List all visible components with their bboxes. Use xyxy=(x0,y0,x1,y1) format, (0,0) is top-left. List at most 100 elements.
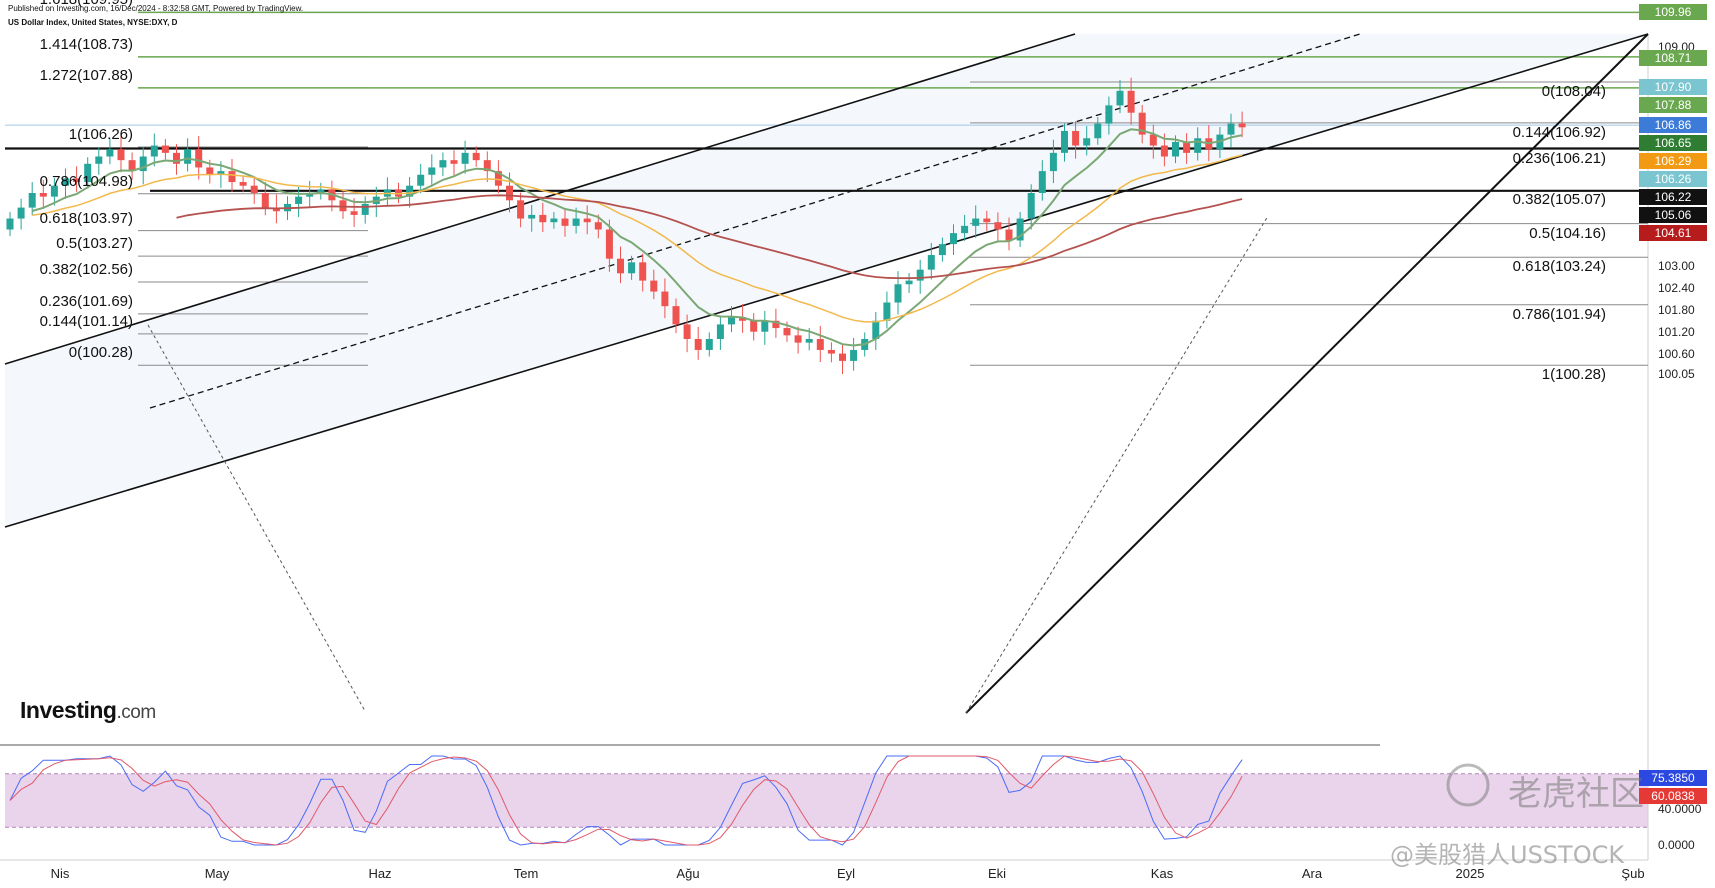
candle-body xyxy=(261,193,269,208)
candle-body xyxy=(927,255,935,270)
candle-body xyxy=(594,222,602,230)
candle-body xyxy=(450,160,458,164)
candle-body xyxy=(1038,171,1046,193)
candle-body xyxy=(883,302,891,321)
ema-slow xyxy=(176,194,1243,280)
ema-mid xyxy=(32,154,1243,323)
x-tick-label: Haz xyxy=(368,866,392,881)
price-label: 108.71 xyxy=(1639,49,1707,66)
candle-body xyxy=(461,152,469,164)
candle-body xyxy=(705,339,713,350)
candle-body xyxy=(228,171,236,183)
candle-body xyxy=(772,320,780,329)
candle-body xyxy=(1160,145,1168,157)
candle-body xyxy=(561,218,569,226)
channel-mid xyxy=(149,33,1361,409)
candle-body xyxy=(1149,134,1157,146)
candle-body xyxy=(983,218,991,223)
candle-body xyxy=(805,339,813,343)
candle-body xyxy=(250,185,258,193)
candle-body xyxy=(1094,123,1102,139)
y-tick-label: 103.00 xyxy=(1658,259,1695,273)
price-label: 106.22 xyxy=(1639,189,1707,206)
fib-right-label: 0.236(106.21) xyxy=(1512,149,1606,167)
y-tick-label: 100.05 xyxy=(1658,366,1695,381)
candle-body xyxy=(739,317,747,321)
candle-body xyxy=(583,218,591,223)
candle-body xyxy=(1005,229,1013,241)
candle-body xyxy=(628,262,636,274)
candle-body xyxy=(650,280,658,292)
y-tick-label: 101.20 xyxy=(1658,324,1695,339)
price-label: 106.86 xyxy=(1639,117,1707,134)
osc-value-label: 60.0838 xyxy=(1639,787,1707,804)
candle-body xyxy=(1183,141,1191,153)
osc-tick-label: 0.0000 xyxy=(1658,838,1695,852)
fib-right-label: 1(100.28) xyxy=(1541,366,1606,384)
fib-right-label: 0(108.04) xyxy=(1541,83,1606,101)
candle-body xyxy=(150,145,158,157)
candle-body xyxy=(1116,90,1124,106)
fib-left-label: 0.236(101.69) xyxy=(39,292,133,310)
x-tick-label: Eyl xyxy=(836,866,856,881)
candle-body xyxy=(62,178,69,186)
candle-body xyxy=(1016,218,1024,241)
candle-body xyxy=(39,193,47,197)
stoch-d-line xyxy=(9,755,1243,846)
candle-body xyxy=(1027,193,1035,219)
candle-body xyxy=(1049,152,1057,172)
candle-body xyxy=(517,200,525,219)
x-tick-label: Nis xyxy=(50,866,70,881)
x-tick-label: Tem xyxy=(513,866,539,881)
x-tick-label: Eki xyxy=(987,866,1007,881)
osc-value-label: 75.3850 xyxy=(1639,769,1707,786)
logo-suffix: .com xyxy=(116,702,156,723)
candle-body xyxy=(173,152,180,164)
candle-body xyxy=(872,320,880,339)
candle-body xyxy=(827,349,835,354)
candle-body xyxy=(361,203,369,215)
candle-body xyxy=(1194,138,1202,153)
candle-body xyxy=(206,167,214,175)
candle-body xyxy=(783,328,791,336)
osc-band xyxy=(5,773,1648,828)
fib-left-label: 1.618(109.95) xyxy=(40,0,133,8)
symbol-title: US Dollar Index, United States, NYSE:DXY… xyxy=(8,18,178,27)
candle-body xyxy=(306,193,314,197)
candle-body xyxy=(272,207,280,212)
candle-body xyxy=(794,335,802,343)
candle-body xyxy=(761,320,769,332)
x-tick-label: 2025 xyxy=(1455,866,1485,881)
fib-left-label: 1.272(107.88) xyxy=(39,66,133,84)
fib-anchor-right xyxy=(965,215,1269,714)
candle-body xyxy=(50,185,58,197)
candle-body xyxy=(905,280,913,285)
y-tick-label: 102.40 xyxy=(1658,280,1695,295)
candle-body xyxy=(661,291,669,307)
candle-body xyxy=(683,324,691,339)
candle-body xyxy=(716,324,724,339)
candle-body xyxy=(1072,130,1080,146)
price-label: 104.61 xyxy=(1639,225,1707,242)
candle-body xyxy=(938,244,946,256)
y-tick-label: 100.60 xyxy=(1658,346,1695,361)
uptrend-line xyxy=(965,33,1649,714)
fib-left-label: 0.618(103.97) xyxy=(39,209,133,227)
candle-body xyxy=(1138,112,1146,135)
candle-body xyxy=(961,225,969,234)
candle-body xyxy=(1227,123,1235,135)
candle-body xyxy=(1083,138,1091,146)
candle-body xyxy=(550,218,558,223)
candle-body xyxy=(994,222,1002,230)
published-note: Published on Investing.com, 16/Dec/2024 … xyxy=(8,4,304,13)
fib-left-label: 0.5(103.27) xyxy=(56,235,133,253)
candle-body xyxy=(139,156,147,172)
candle-body xyxy=(1172,141,1179,157)
price-label: 107.90 xyxy=(1639,79,1707,96)
stoch-k-line xyxy=(9,755,1243,846)
candle-body xyxy=(850,349,858,361)
osc-tick-label: 40.0000 xyxy=(1658,802,1702,817)
candle-body xyxy=(17,207,25,219)
fib-anchor-left xyxy=(147,324,366,712)
